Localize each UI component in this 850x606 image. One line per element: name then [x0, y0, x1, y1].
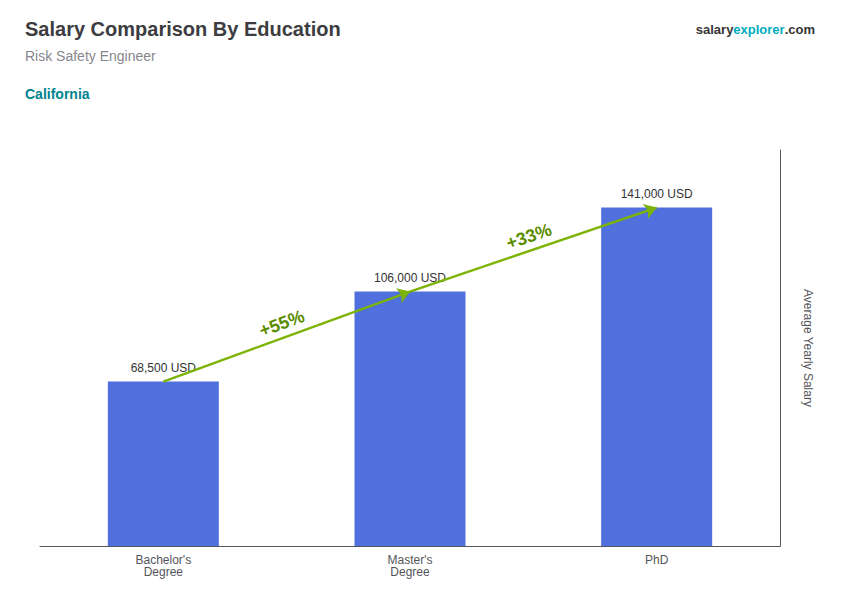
svg-text:Degree: Degree	[144, 565, 184, 579]
svg-text:Risk Safety Engineer: Risk Safety Engineer	[25, 48, 156, 64]
svg-text:+33%: +33%	[504, 219, 555, 253]
svg-text:explorer: explorer	[733, 22, 784, 37]
svg-text:Bachelor's: Bachelor's	[135, 553, 192, 567]
svg-text:Master's: Master's	[387, 553, 433, 567]
svg-text:PhD: PhD	[645, 553, 669, 567]
svg-text:Average Yearly Salary: Average Yearly Salary	[801, 289, 815, 407]
svg-text:California: California	[25, 86, 90, 102]
svg-text:68,500 USD: 68,500 USD	[130, 360, 196, 375]
svg-text:.com: .com	[785, 22, 815, 37]
svg-text:Degree: Degree	[390, 565, 430, 579]
svg-text:106,000 USD: 106,000 USD	[374, 270, 446, 285]
svg-text:141,000 USD: 141,000 USD	[621, 187, 693, 201]
svg-text:+55%: +55%	[257, 306, 308, 341]
svg-text:salary: salary	[696, 22, 734, 37]
svg-text:Salary Comparison By Education: Salary Comparison By Education	[25, 18, 341, 40]
